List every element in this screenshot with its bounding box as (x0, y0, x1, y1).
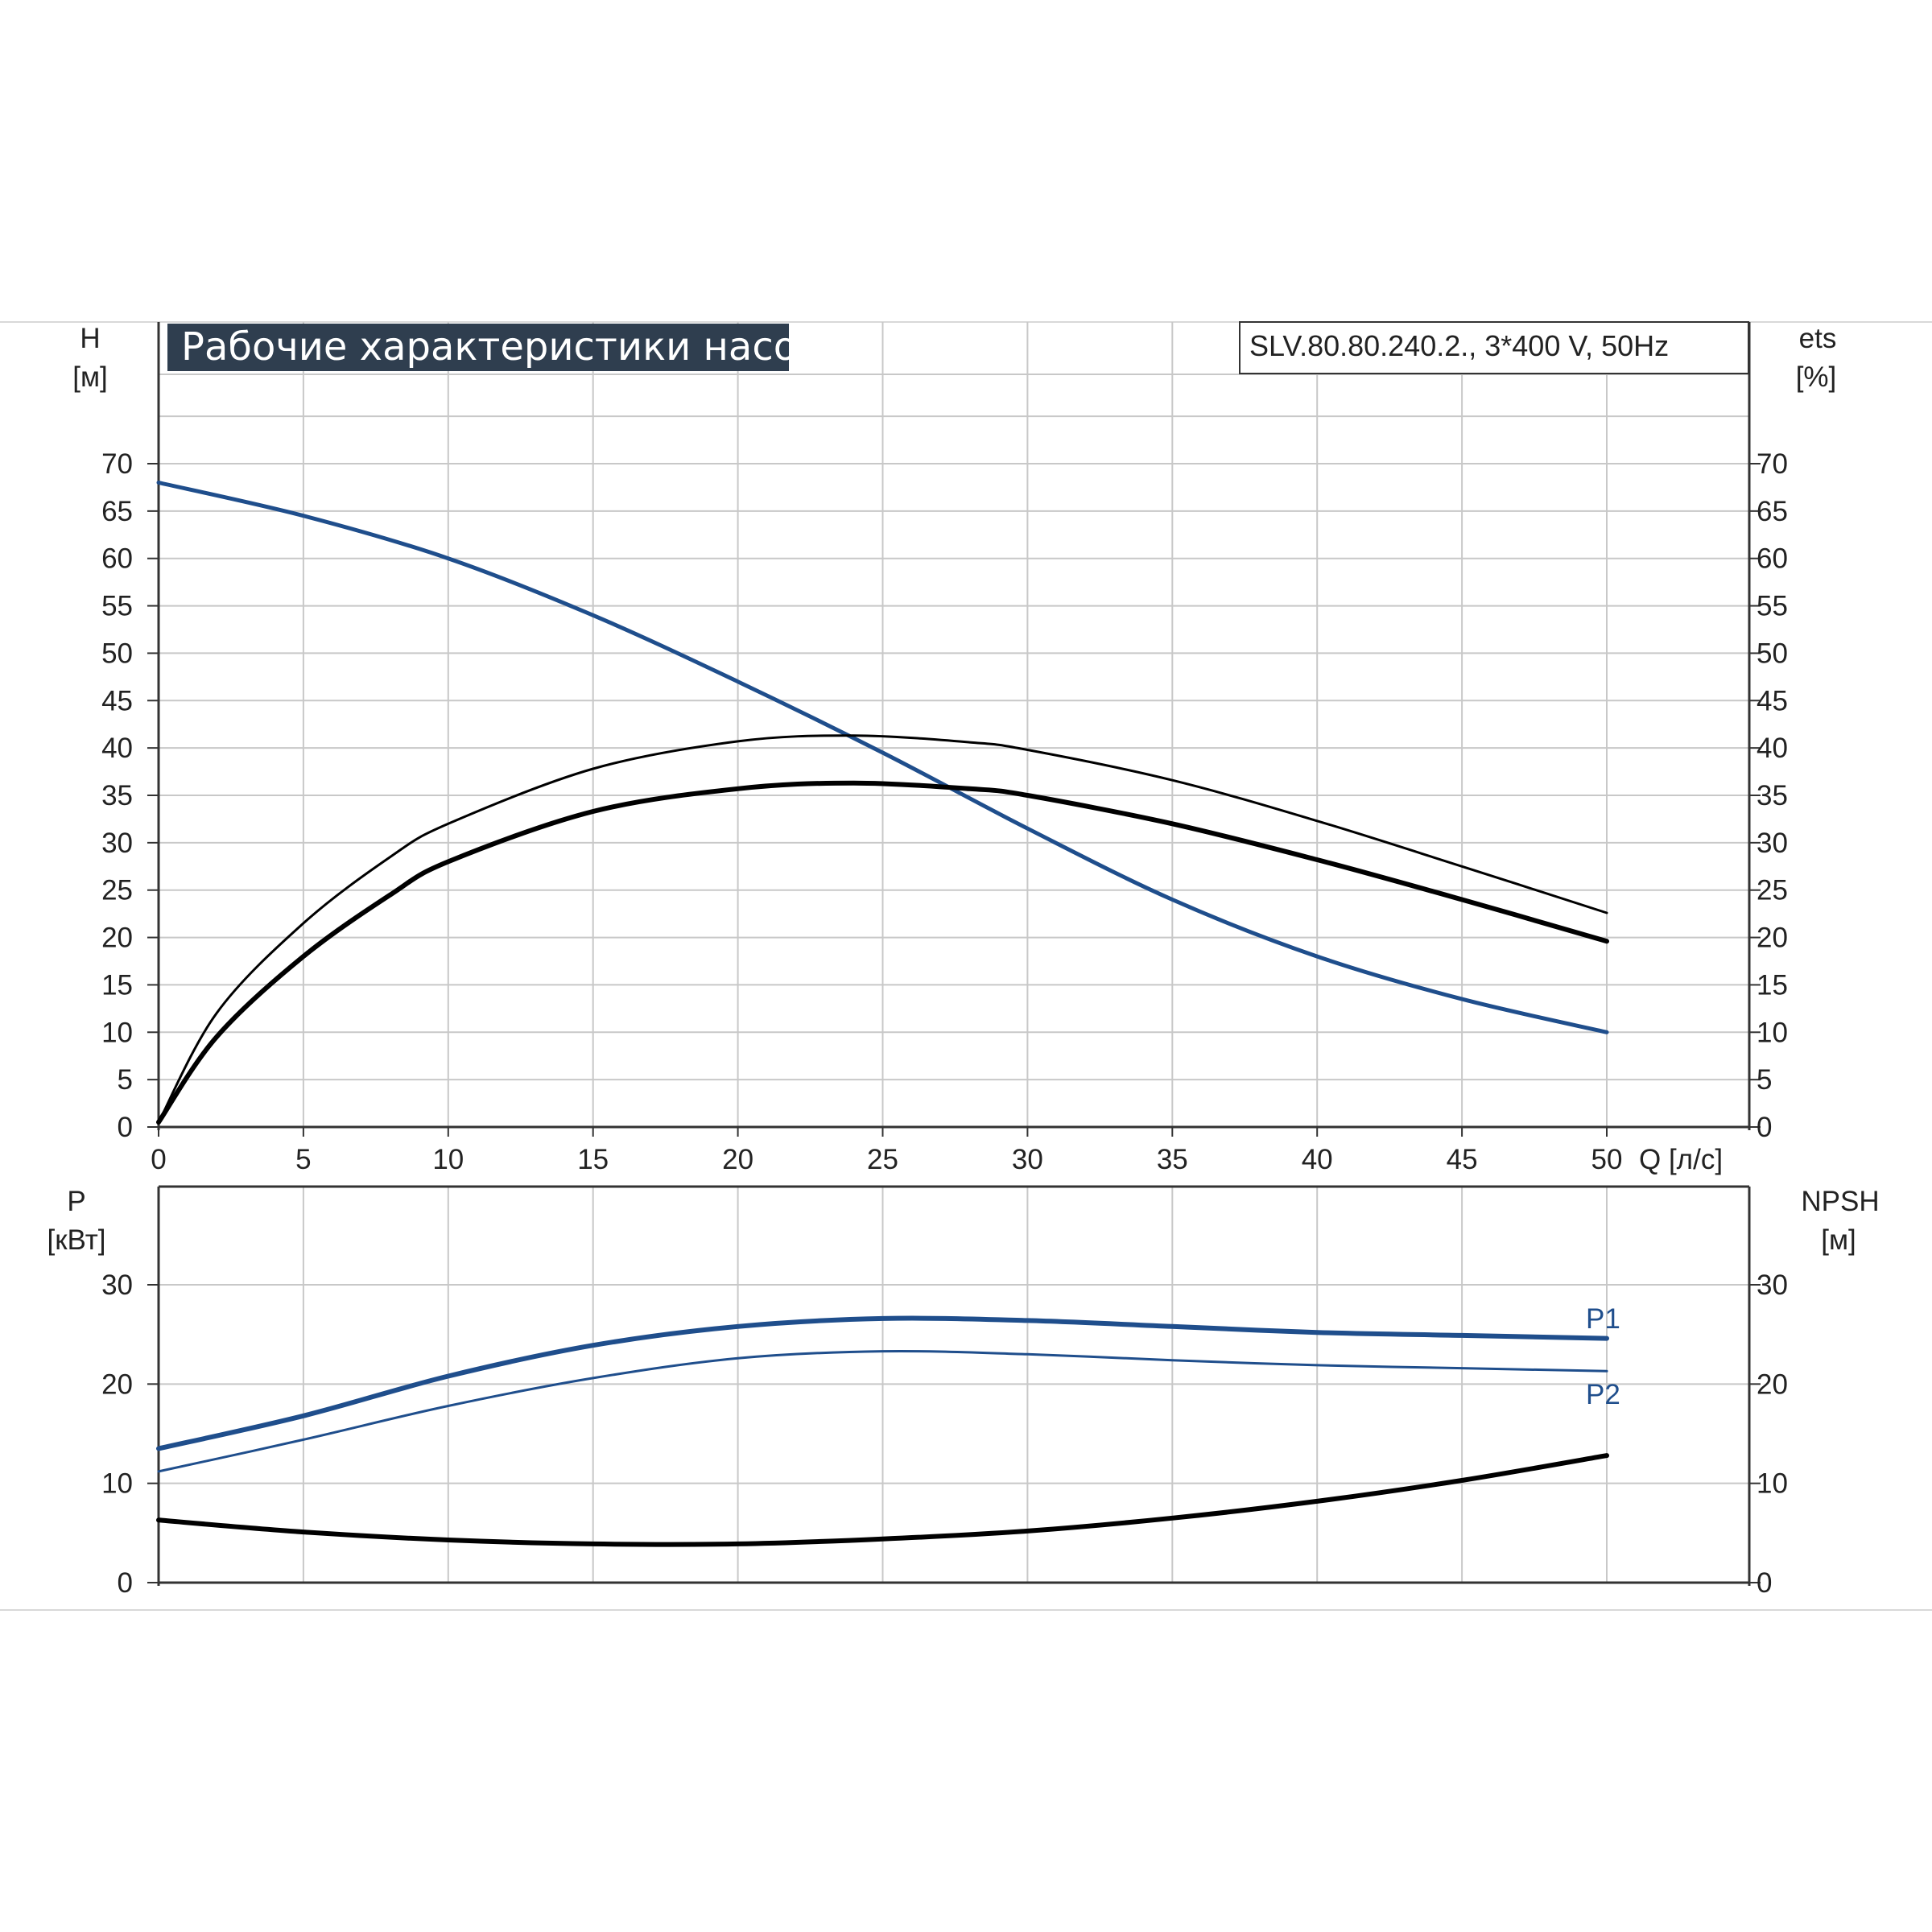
h-tick-label: 45 (101, 685, 133, 716)
h-tick-label: 60 (101, 543, 133, 575)
ets-tick-label: 55 (1757, 591, 1788, 622)
h-tick-label: 70 (101, 448, 133, 480)
ets-tick-label: 40 (1757, 733, 1788, 764)
p-axis-unit: [кВт] (47, 1224, 106, 1256)
efficiency-curve-lower (156, 780, 1609, 1125)
ets-tick-label: 50 (1757, 638, 1788, 669)
npsh-curve (156, 1453, 1609, 1547)
h-tick-label: 0 (118, 1112, 133, 1143)
h-tick-label: 35 (101, 780, 133, 811)
ets-tick-label: 10 (1757, 1017, 1788, 1048)
head-curve (156, 481, 1609, 1034)
ets-tick-label: 65 (1757, 496, 1788, 527)
q-tick-label: 5 (295, 1144, 311, 1175)
title-box (167, 324, 789, 371)
efficiency-curve-upper (157, 734, 1608, 1124)
h-tick-label: 50 (101, 638, 133, 669)
q-tick-label: 25 (867, 1144, 898, 1175)
h-tick-label: 10 (101, 1017, 133, 1048)
q-axis-label: Q [л/с] (1639, 1144, 1723, 1175)
npsh-axis-label: NPSH (1801, 1186, 1879, 1217)
h-tick-label: 15 (101, 969, 133, 1001)
q-tick-label: 35 (1157, 1144, 1188, 1175)
npsh-tick-label: 30 (1757, 1269, 1788, 1301)
chart-title: Рабочие характеристики насоса (181, 324, 842, 369)
axes (147, 322, 1761, 1586)
h-axis-label: H (80, 323, 100, 354)
bottom-grid (159, 1187, 1749, 1583)
p2-curve (157, 1349, 1608, 1473)
p-tick-label: 10 (101, 1468, 133, 1500)
ets-tick-label: 5 (1757, 1064, 1772, 1096)
p-tick-label: 0 (118, 1567, 133, 1599)
ets-tick-label: 70 (1757, 448, 1788, 480)
ets-tick-label: 0 (1757, 1112, 1772, 1143)
q-tick-label: 20 (722, 1144, 753, 1175)
q-tick-label: 45 (1447, 1144, 1478, 1175)
h-tick-label: 5 (118, 1064, 133, 1096)
ets-axis-label: ets (1799, 323, 1837, 354)
ets-tick-label: 25 (1757, 875, 1788, 906)
p1-label: P1 (1586, 1303, 1620, 1335)
h-tick-label: 20 (101, 923, 133, 954)
curves (156, 481, 1609, 1547)
ets-tick-label: 30 (1757, 828, 1788, 859)
ets-tick-label: 20 (1757, 923, 1788, 954)
p-tick-label: 30 (101, 1269, 133, 1301)
h-tick-label: 65 (101, 496, 133, 527)
ets-tick-label: 35 (1757, 780, 1788, 811)
ets-axis-unit: [%] (1796, 361, 1837, 393)
ets-tick-label: 60 (1757, 543, 1788, 575)
p-tick-label: 20 (101, 1368, 133, 1400)
q-tick-label: 40 (1302, 1144, 1333, 1175)
q-tick-label: 15 (577, 1144, 609, 1175)
q-tick-label: 30 (1012, 1144, 1043, 1175)
npsh-tick-label: 0 (1757, 1567, 1772, 1599)
p1-curve (156, 1315, 1609, 1451)
top-grid (159, 322, 1749, 1127)
npsh-axis-unit: [м] (1821, 1224, 1856, 1256)
ets-tick-label: 15 (1757, 969, 1788, 1001)
npsh-tick-label: 20 (1757, 1368, 1788, 1400)
h-tick-label: 40 (101, 733, 133, 764)
npsh-tick-label: 10 (1757, 1468, 1788, 1500)
q-tick-label: 0 (151, 1144, 166, 1175)
model-box (1239, 321, 1749, 374)
model-label: SLV.80.80.240.2., 3*400 V, 50Hz (1249, 329, 1669, 362)
p2-label: P2 (1586, 1379, 1620, 1410)
h-tick-label: 30 (101, 828, 133, 859)
h-tick-label: 25 (101, 875, 133, 906)
p-axis-label: P (67, 1186, 85, 1217)
ets-tick-label: 45 (1757, 685, 1788, 716)
h-axis-unit: [м] (72, 361, 108, 393)
h-tick-label: 55 (101, 591, 133, 622)
q-tick-label: 10 (432, 1144, 464, 1175)
q-tick-label: 50 (1591, 1144, 1623, 1175)
